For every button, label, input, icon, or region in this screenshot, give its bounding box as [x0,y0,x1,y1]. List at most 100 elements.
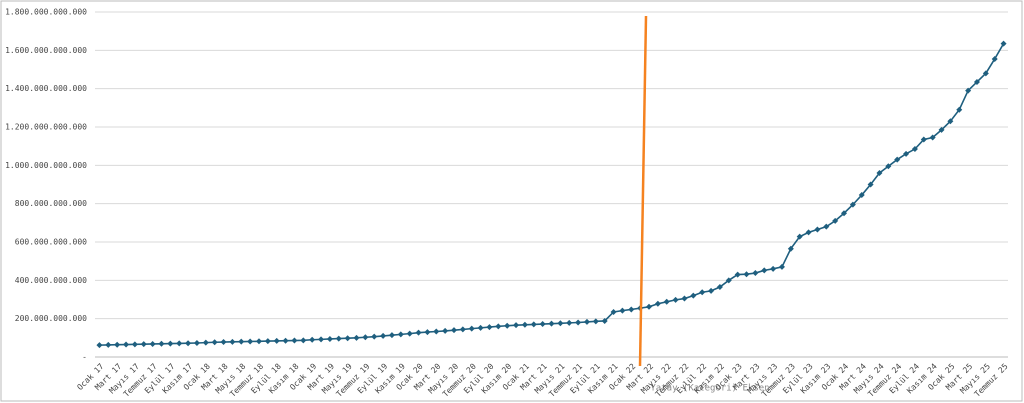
data-point [867,181,874,188]
data-point [583,318,590,325]
data-point [486,324,493,331]
data-point [326,335,333,342]
data-point [459,326,466,333]
data-point [273,337,280,344]
data-point [415,329,422,336]
data-point [885,163,892,170]
data-point [158,340,165,347]
y-tick-label: 1.800.000.000.000 [5,8,87,17]
data-point [131,341,138,348]
data-point [858,192,865,199]
data-point [787,245,794,252]
data-point [513,322,520,329]
data-point [911,146,918,153]
data-point [123,341,130,348]
data-point [681,295,688,302]
data-point [344,335,351,342]
data-point [982,70,989,77]
data-point [610,308,617,315]
data-point [220,339,227,346]
data-point [823,223,830,230]
data-point [814,226,821,233]
data-point [938,126,945,133]
data-point [557,320,564,327]
data-point [504,322,511,329]
data-point [105,341,112,348]
data-point [947,118,954,125]
data-point [406,330,413,337]
data-point [255,338,262,345]
data-point [592,318,599,325]
data-point [362,334,369,341]
data-point [770,265,777,272]
data-point [761,267,768,274]
data-point [397,331,404,338]
y-tick-label: 1.000.000.000.000 [5,161,87,170]
data-point [433,328,440,335]
y-tick-label: - [82,353,87,362]
data-point [247,338,254,345]
data-point [167,340,174,347]
data-point [193,340,200,347]
data-point [973,78,980,85]
data-point [566,319,573,326]
data-point [371,333,378,340]
data-point [309,336,316,343]
data-point [654,300,661,307]
y-tick-label: 800.000.000.000 [15,199,87,208]
data-point [699,289,706,296]
data-point [876,170,883,176]
data-point [894,156,901,163]
data-point [282,337,289,344]
data-point [211,339,218,346]
data-point [601,317,608,324]
data-point [264,338,271,345]
data-point [450,327,457,334]
data-point [646,303,653,310]
data-point [628,306,635,313]
y-tick-label: 1.400.000.000.000 [5,84,87,93]
data-point [716,284,723,291]
data-point [300,337,307,344]
data-point [663,298,670,305]
data-point [185,340,192,347]
data-point [380,332,387,339]
y-tick-label: 1.600.000.000.000 [5,46,87,55]
data-point [468,325,475,332]
data-point [388,332,395,339]
data-point [291,337,298,344]
data-point [202,339,209,346]
data-point [903,150,910,157]
data-point [796,233,803,240]
data-point [477,324,484,331]
data-point [849,201,856,208]
data-point [176,340,183,347]
data-point [238,338,245,345]
data-point [920,136,927,143]
y-tick-label: 200.000.000.000 [15,314,87,323]
data-point [752,270,759,277]
data-point [149,340,156,347]
data-point [575,319,582,326]
data-point [734,271,741,278]
data-point [929,134,936,141]
data-point [725,277,732,284]
data-point [495,323,502,330]
data-point [140,341,147,348]
data-point [965,87,972,94]
data-point [805,229,812,236]
data-point [335,335,342,342]
data-point [841,210,848,217]
y-tick-label: 600.000.000.000 [15,238,87,247]
data-point [424,329,431,336]
data-point [530,321,537,328]
y-tick-label: 400.000.000.000 [15,276,87,285]
y-tick-label: 1.200.000.000.000 [5,123,87,132]
data-point [778,263,785,270]
data-point [619,307,626,314]
data-point [353,334,360,341]
data-point [956,106,963,113]
x-axis-title: Yatay (Kategori) Eksen [650,384,769,394]
marker-line [638,15,648,367]
